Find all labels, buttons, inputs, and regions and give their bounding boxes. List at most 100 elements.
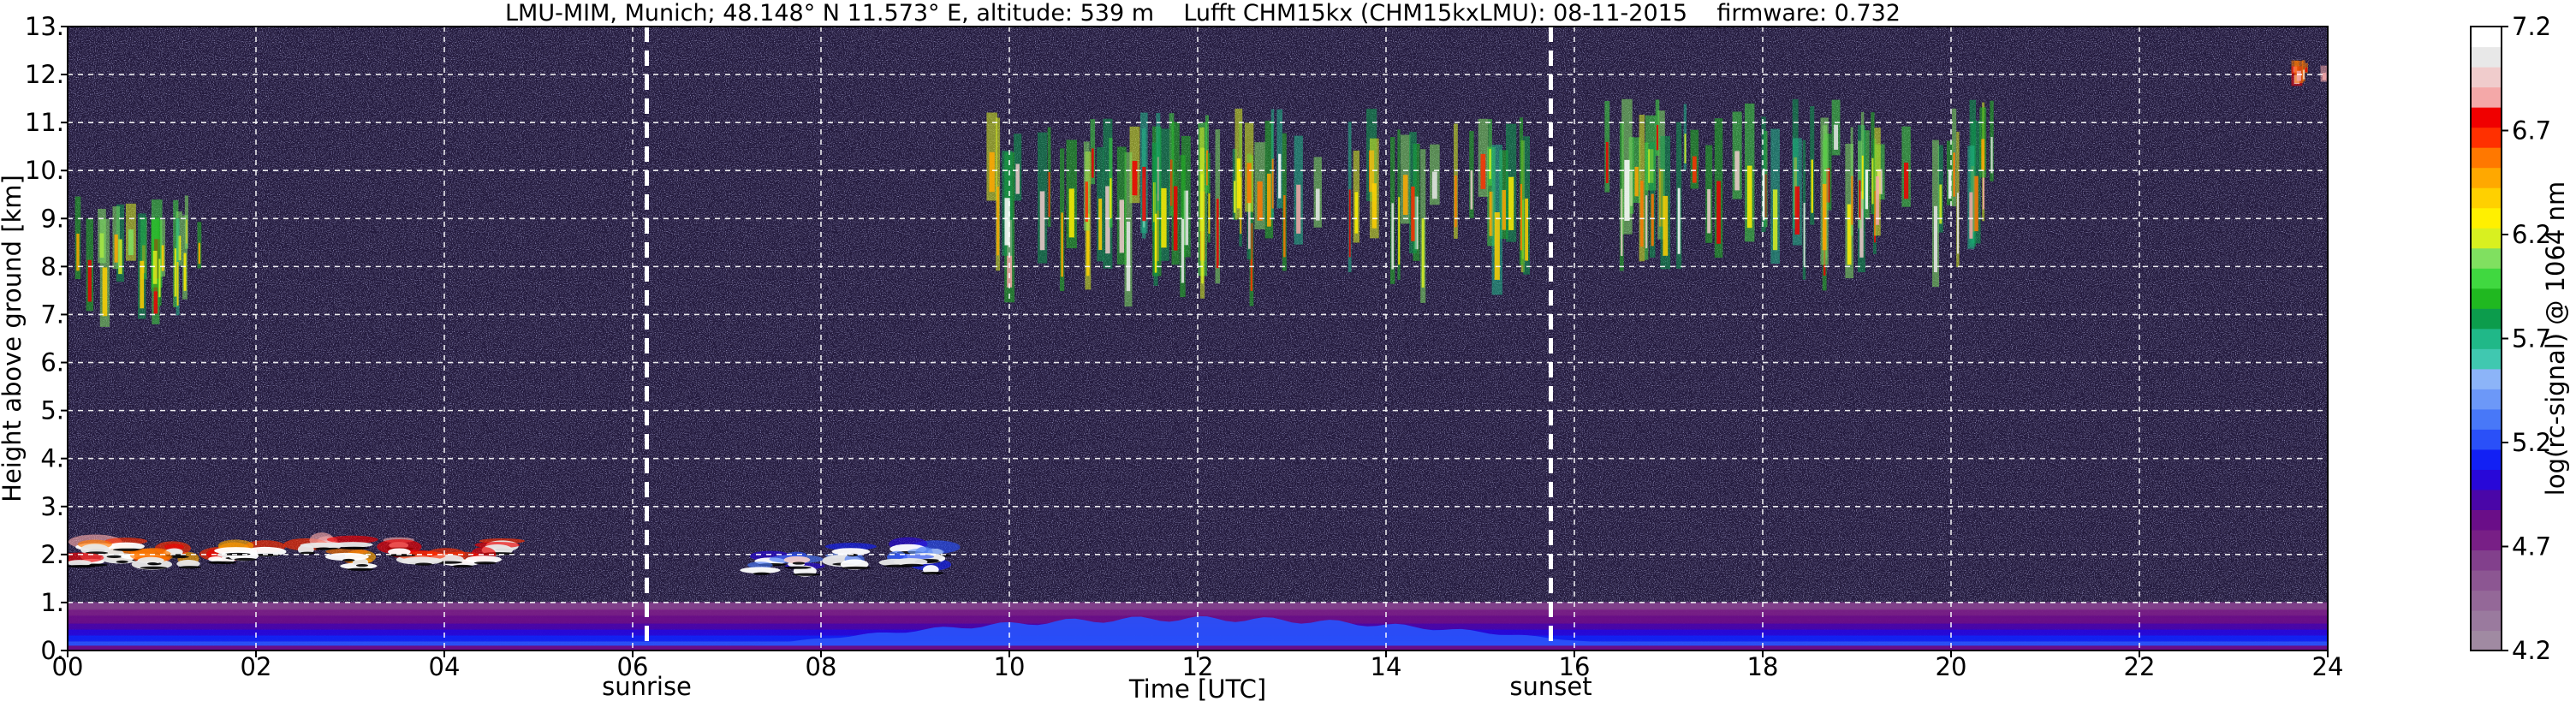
cloud-shadow [178, 566, 202, 569]
cirrus-core [1489, 149, 1491, 180]
colorbar-segment [2471, 449, 2502, 470]
colorbar-segment [2471, 489, 2502, 510]
cirrus-core [1183, 190, 1189, 246]
cirrus-core [176, 262, 179, 306]
cirrus-core [1470, 169, 1473, 210]
cirrus-core [174, 248, 177, 297]
cirrus-core [140, 260, 145, 309]
colorbar-segment [2471, 630, 2502, 651]
colorbar-tick-label: 4.2 [2512, 636, 2551, 665]
cirrus-core [1004, 198, 1010, 246]
colorbar-segment [2471, 590, 2502, 611]
cirrus-core [1605, 142, 1609, 183]
cirrus-core [1939, 184, 1942, 224]
cirrus-core [1283, 195, 1286, 258]
cirrus-core [1762, 168, 1765, 221]
cloud-core [740, 567, 781, 574]
cirrus-core [1208, 193, 1211, 234]
cirrus-core [1119, 199, 1124, 253]
cirrus-core [1834, 124, 1839, 150]
cirrus-core [1822, 183, 1827, 251]
ground-band [68, 645, 2328, 651]
cloud-shadow [300, 551, 316, 555]
cirrus-core [1624, 159, 1630, 221]
colorbar-tick-label: 5.2 [2512, 428, 2551, 457]
y-axis: 0. 1. 2. 3. 4. 5. 6. 7. 8. 9. 10. 11. 12. 13. [25, 12, 68, 665]
cirrus-core [1246, 163, 1252, 204]
cirrus-core [1068, 188, 1074, 238]
x-tick-label: 12 [1182, 652, 1214, 681]
y-tick-label: 0. [40, 636, 64, 665]
cirrus-core [1354, 192, 1359, 234]
cirrus-core [1494, 212, 1500, 280]
cloud-shadow [841, 566, 872, 570]
cloud-core [783, 556, 811, 564]
cloud-shadow [140, 566, 168, 569]
plot-area [68, 27, 2328, 651]
colorbar-segment [2471, 107, 2502, 128]
cloud-shadow [753, 572, 771, 575]
cirrus-core [1645, 195, 1648, 248]
cloud-shadow [452, 564, 473, 568]
cirrus-core [1525, 198, 1529, 261]
cirrus-core [1847, 204, 1852, 265]
chart-title: LMU-MIM, Munich; 48.148° N 11.573° E, al… [505, 0, 1901, 27]
cirrus-core [1640, 181, 1644, 247]
cirrus-core [1794, 186, 1800, 235]
cloud-core [893, 558, 928, 566]
cirrus-core [1634, 166, 1639, 197]
cloud-shadow [921, 571, 944, 575]
colorbar-segment [2471, 86, 2502, 108]
cirrus-core [1173, 186, 1178, 251]
cirrus-core [1247, 201, 1251, 249]
cloud-shadow [113, 548, 143, 551]
cirrus-core [1181, 218, 1185, 283]
x-tick-label: 18 [1747, 652, 1779, 681]
grid [68, 27, 2328, 651]
cloud-shadow [342, 558, 355, 562]
cloud-shadow [208, 561, 226, 564]
cirrus-core [1110, 178, 1112, 219]
cirrus-core [1398, 197, 1401, 265]
cirrus-core [1953, 152, 1955, 197]
cirrus-core [1851, 175, 1853, 225]
colorbar-segment [2471, 187, 2502, 209]
cirrus-core [1811, 159, 1814, 213]
cloud-haze [887, 554, 935, 560]
cloud-shadow [784, 566, 812, 569]
cirrus-core [1684, 134, 1687, 163]
cirrus-core [1431, 171, 1437, 199]
x-tick-label: 22 [2124, 652, 2156, 681]
x-tick-label: 14 [1371, 652, 1402, 681]
cirrus-core [1236, 158, 1241, 209]
cirrus-core [1861, 155, 1864, 199]
cloud-haze [747, 561, 773, 569]
cirrus-core [1233, 181, 1236, 213]
layer-band [68, 609, 2328, 614]
cloud-shadow [116, 560, 128, 563]
cirrus-core [1105, 186, 1110, 254]
colorbar-segment [2471, 308, 2502, 330]
cirrus-core [1734, 151, 1740, 191]
cirrus-core [1663, 195, 1669, 256]
cloud-core [68, 560, 92, 567]
colorbar-segment [2471, 288, 2502, 309]
cirrus-core [1421, 218, 1425, 288]
annotation-label-sunrise: sunrise [602, 672, 692, 701]
cloud-haze [325, 549, 369, 555]
cloud-core [300, 542, 344, 549]
cloud-shadow [147, 561, 158, 566]
colorbar-segment [2471, 550, 2502, 571]
y-tick-label: 2. [40, 540, 64, 569]
cirrus-core [102, 267, 108, 317]
cirrus-core [1257, 181, 1263, 221]
x-axis: 00 02 04 06 08 10 12 14 16 18 20 22 24 [52, 651, 2343, 681]
cirrus-core [1296, 184, 1301, 234]
cloud-core [401, 556, 443, 565]
cirrus-core [1061, 212, 1063, 277]
sun-labels: sunrise sunset [602, 672, 1592, 701]
cirrus-core [1716, 181, 1721, 244]
cloud-shadow [339, 546, 370, 550]
colorbar-tick-label: 6.7 [2512, 116, 2551, 146]
signal-layer-1 [68, 532, 526, 571]
